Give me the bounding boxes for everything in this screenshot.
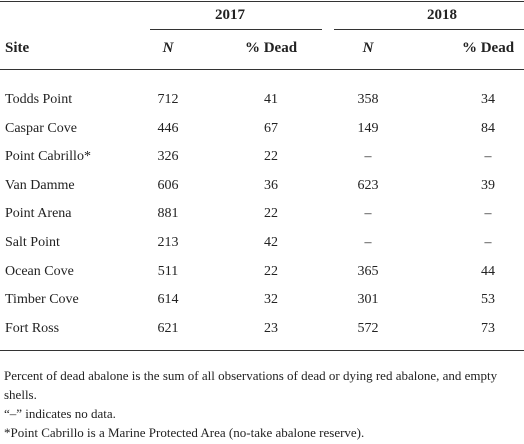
- site-cell: Fort Ross: [5, 320, 60, 336]
- column-header: % Dead: [244, 40, 298, 56]
- site-cell: Salt Point: [5, 235, 60, 250]
- site-cell: Caspar Cove: [5, 120, 77, 136]
- value-cell: 36: [264, 177, 278, 193]
- value-cell: 365: [357, 263, 379, 279]
- value-cell: 44: [481, 263, 495, 279]
- value-cell: –: [364, 235, 372, 250]
- value-cell: –: [364, 206, 372, 222]
- site-cell: Point Arena: [5, 206, 72, 222]
- top-rule: [0, 1, 524, 2]
- value-cell: 881: [157, 206, 179, 222]
- value-cell: 358: [357, 92, 379, 107]
- value-cell: 22: [264, 149, 278, 165]
- value-cell: 67: [264, 120, 278, 136]
- value-cell: 606: [157, 177, 179, 193]
- value-cell: 623: [357, 177, 379, 193]
- value-cell: 22: [264, 206, 278, 222]
- value-cell: 23: [264, 320, 278, 336]
- value-cell: 301: [357, 292, 379, 308]
- site-cell: Point Cabrillo*: [5, 149, 91, 165]
- year-rule: [334, 29, 524, 30]
- value-cell: –: [484, 235, 492, 250]
- value-cell: 572: [357, 320, 379, 336]
- value-cell: 446: [157, 120, 179, 136]
- value-cell: 53: [481, 292, 495, 308]
- value-cell: –: [484, 149, 492, 165]
- value-cell: 34: [481, 92, 495, 107]
- year-header: 2017: [215, 7, 245, 23]
- column-header: % Dead: [461, 40, 515, 56]
- value-cell: –: [364, 149, 372, 165]
- bottom-rule: [0, 350, 524, 351]
- value-cell: 149: [357, 120, 379, 136]
- year-header: 2018: [427, 7, 457, 23]
- site-cell: Timber Cove: [5, 292, 79, 308]
- year-rule: [150, 29, 322, 30]
- value-cell: 41: [264, 92, 278, 107]
- value-cell: 326: [157, 149, 179, 165]
- value-cell: –: [484, 206, 492, 222]
- value-cell: 614: [157, 292, 179, 308]
- value-cell: 511: [157, 263, 179, 279]
- value-cell: 22: [264, 263, 278, 279]
- value-cell: 84: [481, 120, 495, 136]
- site-cell: Ocean Cove: [5, 263, 74, 279]
- column-header: N: [362, 40, 374, 56]
- footnote: Percent of dead abalone is the sum of al…: [4, 368, 498, 402]
- value-cell: 39: [481, 177, 495, 193]
- column-header: Site: [5, 40, 30, 56]
- site-cell: Van Damme: [5, 177, 75, 193]
- value-cell: 712: [157, 92, 179, 107]
- value-cell: 621: [157, 320, 179, 336]
- value-cell: 42: [264, 235, 278, 250]
- header-rule: [0, 69, 524, 70]
- value-cell: 73: [481, 320, 495, 336]
- footnote: “–” indicates no data.: [4, 406, 116, 421]
- site-cell: Todds Point: [5, 92, 73, 107]
- value-cell: 32: [264, 292, 278, 308]
- value-cell: 213: [157, 235, 179, 250]
- footnote: *Point Cabrillo is a Marine Protected Ar…: [4, 425, 365, 440]
- column-header: N: [162, 40, 174, 56]
